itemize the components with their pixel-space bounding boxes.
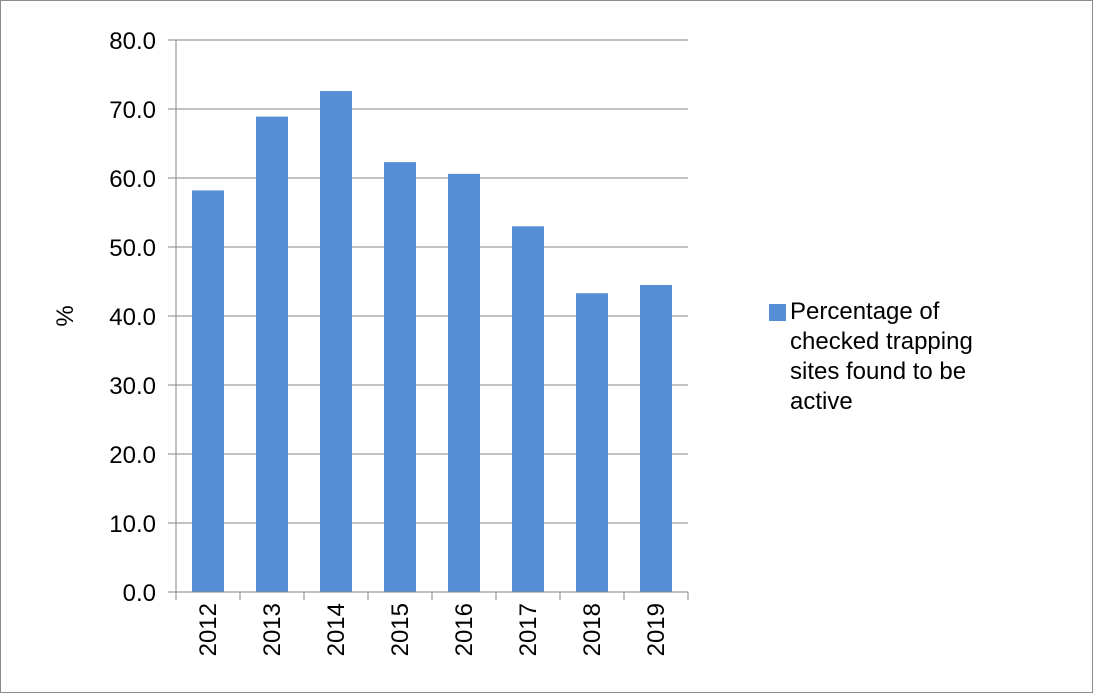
x-tick-label: 2017 <box>515 603 542 656</box>
bar-2015 <box>384 162 416 592</box>
y-tick-label: 30.0 <box>109 373 156 400</box>
legend-label: Percentage of checked trapping sites fou… <box>790 298 973 415</box>
grid-lines <box>176 39 688 524</box>
bar-2019 <box>640 284 672 592</box>
y-tick-label: 20.0 <box>109 442 156 469</box>
bar-2013 <box>256 116 288 592</box>
x-tick-label: 2016 <box>451 603 478 656</box>
y-tick-label: 50.0 <box>109 235 156 262</box>
bar-2017 <box>512 226 544 593</box>
x-tick-label: 2012 <box>195 603 222 656</box>
y-axis-label: % <box>52 305 79 326</box>
x-tick-label: 2013 <box>259 603 286 656</box>
bars <box>192 91 672 593</box>
axis-labels: 0.0 10.0 20.0 30.0 40.0 50.0 60.0 70.0 80.0 2012 2… <box>52 28 670 656</box>
y-tick-label: 10.0 <box>109 511 156 538</box>
axes <box>168 39 689 600</box>
bar-2018 <box>576 293 608 592</box>
x-tick-label: 2015 <box>387 603 414 656</box>
bar-2014 <box>320 91 352 592</box>
y-tick-label: 40.0 <box>109 304 156 331</box>
legend-swatch <box>769 304 786 321</box>
bar-2016 <box>448 173 480 593</box>
x-tick-label: 2014 <box>323 603 350 656</box>
x-tick-label: 2019 <box>643 603 670 656</box>
y-tick-label: 0.0 <box>123 580 156 607</box>
x-tick-label: 2018 <box>579 603 606 656</box>
y-tick-label: 80.0 <box>109 28 156 55</box>
y-tick-label: 70.0 <box>109 97 156 124</box>
y-tick-label: 60.0 <box>109 166 156 193</box>
bar-2012 <box>192 190 224 593</box>
